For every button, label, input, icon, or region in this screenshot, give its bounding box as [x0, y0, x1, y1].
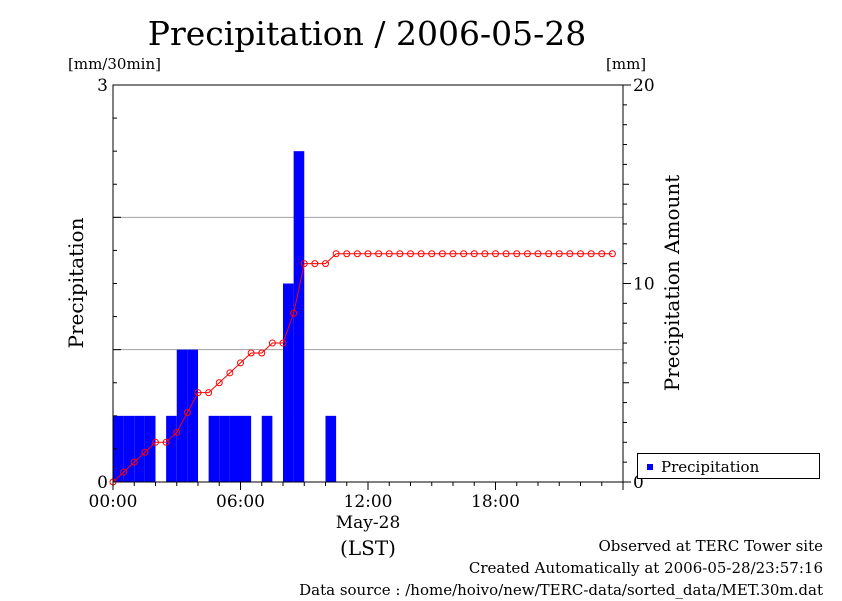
cumulative-point: [587, 250, 595, 258]
grid-lines: [113, 216, 623, 351]
cumulative-point: [343, 250, 351, 258]
precipitation-bar: [229, 415, 241, 482]
cumulative-point: [566, 250, 574, 258]
right-unit-label: [mm]: [606, 55, 647, 73]
precipitation-bar: [123, 415, 135, 482]
cumulative-point: [300, 260, 308, 268]
x-tick-label: 12:00: [344, 492, 393, 512]
cumulative-point: [545, 250, 553, 258]
cumulative-point: [215, 379, 223, 387]
precipitation-bar: [283, 283, 294, 482]
cumulative-point: [555, 250, 563, 258]
x-tick-label: 18:00: [471, 492, 520, 512]
cumulative-point: [598, 250, 606, 258]
cumulative-point: [152, 438, 159, 446]
cumulative-point: [237, 359, 244, 367]
cumulative-point: [311, 260, 319, 268]
cumulative-point: [364, 250, 372, 258]
timezone-label: (LST): [340, 536, 396, 560]
cumulative-point: [375, 250, 383, 258]
precipitation-bar: [166, 415, 177, 482]
x-tick-label: 00:00: [89, 492, 138, 512]
precipitation-bar: [187, 349, 198, 482]
cumulative-point: [449, 250, 457, 258]
precipitation-bar: [325, 415, 337, 482]
cumulative-point: [332, 250, 340, 258]
left-tick-label: 3: [97, 76, 108, 96]
cumulative-point: [290, 309, 298, 317]
right-tick-label: 20: [633, 76, 655, 96]
left-axis-label: Precipitation: [64, 217, 88, 349]
precipitation-bar: [144, 415, 156, 482]
cumulative-polyline: [112, 253, 613, 483]
cumulative-point: [481, 250, 489, 258]
cumulative-point: [141, 448, 149, 456]
cumulative-point: [226, 369, 234, 377]
footer-info: Observed at TERC Tower site Created Auto…: [299, 535, 823, 601]
cumulative-point: [407, 250, 414, 258]
precipitation-bar: [113, 415, 124, 482]
precipitation-bar: [208, 415, 220, 482]
precipitation-bar: [293, 151, 305, 482]
left-tick-label: 0: [97, 473, 108, 493]
cumulative-point: [120, 468, 128, 476]
legend-label: Precipitation: [661, 458, 760, 476]
cumulative-point: [438, 250, 446, 258]
cumulative-point: [130, 458, 138, 466]
precipitation-bar: [219, 415, 230, 482]
cumulative-point: [577, 250, 584, 258]
cumulative-point: [279, 339, 287, 347]
cumulative-point: [173, 428, 181, 436]
chart-legend: Precipitation: [637, 453, 820, 479]
legend-swatch: [647, 464, 653, 470]
footer-line-created: Created Automatically at 2006-05-28/23:5…: [468, 559, 823, 577]
cumulative-point: [258, 349, 266, 357]
cumulative-point: [492, 250, 499, 258]
precipitation-bar: [240, 415, 252, 482]
footer-line-source: Data source : /home/hoivo/new/TERC-data/…: [299, 581, 823, 599]
axes: 0 3 0 10 20 00:00 06:00 12:00 18:00: [89, 76, 655, 512]
cumulative-line: [109, 250, 616, 486]
cumulative-point: [194, 389, 202, 397]
right-tick-label: 0: [633, 473, 644, 493]
cumulative-point: [183, 409, 191, 417]
cumulative-point: [523, 250, 531, 258]
cumulative-point: [162, 438, 170, 446]
cumulative-point: [205, 389, 213, 397]
right-tick-label: 10: [633, 275, 655, 295]
cumulative-point: [534, 250, 542, 258]
precipitation-bar: [134, 415, 145, 482]
cumulative-point: [417, 250, 425, 258]
cumulative-point: [470, 250, 478, 258]
left-unit-label: [mm/30min]: [68, 55, 161, 73]
cumulative-point: [247, 349, 255, 357]
cumulative-point: [502, 250, 510, 258]
date-label: May-28: [335, 513, 401, 533]
right-axis-label: Precipitation Amount: [660, 174, 684, 392]
x-tick-label: 06:00: [216, 492, 265, 512]
cumulative-point: [385, 250, 393, 258]
cumulative-point: [353, 250, 361, 258]
cumulative-point: [513, 250, 521, 258]
cumulative-point: [322, 260, 329, 268]
cumulative-point: [396, 250, 404, 258]
cumulative-point: [608, 250, 616, 258]
precipitation-bar: [261, 415, 273, 482]
cumulative-point: [428, 250, 436, 258]
precipitation-bar: [176, 349, 188, 482]
chart-title: Precipitation / 2006-05-28: [147, 14, 587, 53]
cumulative-point: [460, 250, 468, 258]
cumulative-point: [268, 339, 276, 347]
precipitation-bars: [113, 151, 337, 482]
footer-line-site: Observed at TERC Tower site: [598, 537, 823, 555]
